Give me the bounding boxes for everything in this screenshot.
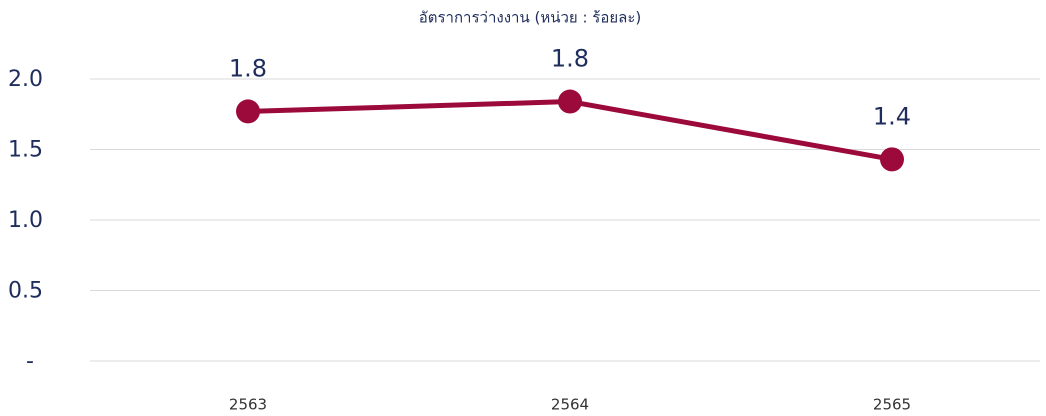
y-tick-label: 0.5 [8, 279, 43, 304]
data-label: 1.8 [229, 54, 267, 82]
point [880, 147, 904, 172]
data-label: 1.4 [873, 102, 911, 130]
x-tick-label: 2564 [551, 396, 589, 414]
y-tick-label: 1.5 [8, 138, 43, 163]
point [558, 89, 582, 114]
x-tick-label: 2565 [873, 396, 911, 414]
x-tick-label: 2563 [229, 396, 267, 414]
y-tick-label: 1.0 [8, 208, 43, 233]
chart-title: อัตราการว่างงาน (หน่วย : ร้อยละ) [419, 9, 641, 27]
data-label: 1.8 [551, 45, 589, 73]
y-tick-label: - [26, 349, 34, 374]
point [236, 99, 260, 124]
y-tick-label: 2.0 [8, 67, 43, 92]
